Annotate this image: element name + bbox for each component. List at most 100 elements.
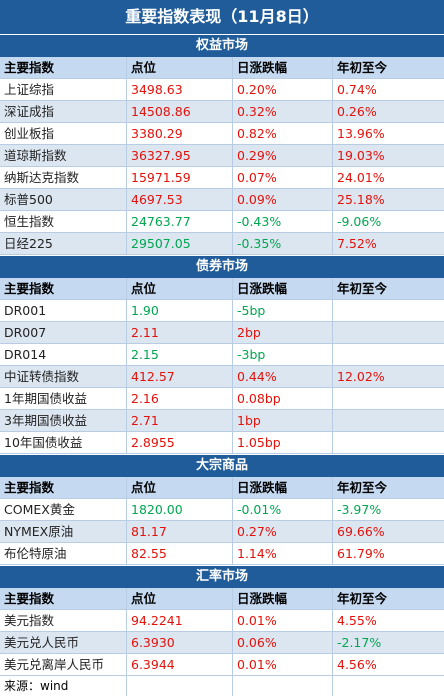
index-name: 1年期国债收益 (0, 388, 127, 410)
daily-change: 0.08bp (233, 388, 333, 410)
index-name: 3年期国债收益 (0, 410, 127, 432)
index-name: 纳斯达克指数 (0, 167, 127, 189)
section-title: 汇率市场 (0, 565, 444, 588)
table-row: 纳斯达克指数 15971.59 0.07% 24.01% (0, 167, 444, 189)
daily-change: 0.09% (233, 189, 333, 211)
report-title: 重要指数表现（11月8日） (0, 0, 444, 34)
table-row: 恒生指数 24763.77 -0.43% -9.06% (0, 211, 444, 233)
daily-change: 0.06% (233, 632, 333, 654)
table-row: 上证综指 3498.63 0.20% 0.74% (0, 79, 444, 101)
table-row: 美元兑人民币 6.3930 0.06% -2.17% (0, 632, 444, 654)
ytd-change: 61.79% (333, 543, 444, 565)
table-row: NYMEX原油 81.17 0.27% 69.66% (0, 521, 444, 543)
source-label: 来源：wind (0, 676, 127, 696)
table-row: DR007 2.11 2bp (0, 322, 444, 344)
index-value: 81.17 (127, 521, 233, 543)
table-row: 1年期国债收益 2.16 0.08bp (0, 388, 444, 410)
index-value: 2.11 (127, 322, 233, 344)
index-value: 2.16 (127, 388, 233, 410)
table-row: 日经225 29507.05 -0.35% 7.52% (0, 233, 444, 255)
column-header: 年初至今 (333, 57, 444, 79)
column-header: 日涨跌幅 (233, 477, 333, 499)
table-row: 深证成指 14508.86 0.32% 0.26% (0, 101, 444, 123)
index-value: 4697.53 (127, 189, 233, 211)
index-name: COMEX黄金 (0, 499, 127, 521)
ytd-change (333, 388, 444, 410)
index-value: 29507.05 (127, 233, 233, 255)
source-row: 来源：wind (0, 676, 444, 696)
ytd-change: 4.55% (333, 610, 444, 632)
column-header: 日涨跌幅 (233, 57, 333, 79)
index-value: 15971.59 (127, 167, 233, 189)
ytd-change (333, 300, 444, 322)
daily-change: 0.07% (233, 167, 333, 189)
daily-change: -3bp (233, 344, 333, 366)
index-value: 412.57 (127, 366, 233, 388)
index-name: 上证综指 (0, 79, 127, 101)
ytd-change: 24.01% (333, 167, 444, 189)
section-title: 大宗商品 (0, 454, 444, 477)
index-name: 日经225 (0, 233, 127, 255)
index-name: 美元指数 (0, 610, 127, 632)
ytd-change: 69.66% (333, 521, 444, 543)
section-title: 债券市场 (0, 255, 444, 278)
index-name: 美元兑离岸人民币 (0, 654, 127, 676)
daily-change: -0.35% (233, 233, 333, 255)
column-header: 点位 (127, 588, 233, 610)
ytd-change: 0.26% (333, 101, 444, 123)
ytd-change (333, 344, 444, 366)
daily-change: 0.20% (233, 79, 333, 101)
table-row: 3年期国债收益 2.71 1bp (0, 410, 444, 432)
index-value: 3498.63 (127, 79, 233, 101)
daily-change: 0.44% (233, 366, 333, 388)
column-header: 点位 (127, 57, 233, 79)
column-header: 日涨跌幅 (233, 588, 333, 610)
ytd-change: 7.52% (333, 233, 444, 255)
index-name: DR014 (0, 344, 127, 366)
section-group: 主要指数 点位 日涨跌幅 年初至今 COMEX黄金 1820.00 -0.01% -3.97%… (0, 477, 444, 565)
index-name: 创业板指 (0, 123, 127, 145)
ytd-change (333, 322, 444, 344)
index-name: 深证成指 (0, 101, 127, 123)
ytd-change (333, 410, 444, 432)
daily-change: 0.29% (233, 145, 333, 167)
column-header: 主要指数 (0, 278, 127, 300)
section-group: 主要指数 点位 日涨跌幅 年初至今 上证综指 3498.63 0.20% 0.74% 深证成指 1… (0, 57, 444, 255)
ytd-change: -3.97% (333, 499, 444, 521)
index-value: 14508.86 (127, 101, 233, 123)
index-value: 82.55 (127, 543, 233, 565)
column-header: 主要指数 (0, 57, 127, 79)
table-row: 美元指数 94.2241 0.01% 4.55% (0, 610, 444, 632)
index-name: 10年国债收益 (0, 432, 127, 454)
ytd-change: 19.03% (333, 145, 444, 167)
table-row: 中证转债指数 412.57 0.44% 12.02% (0, 366, 444, 388)
daily-change: 1.14% (233, 543, 333, 565)
table-row: DR001 1.90 -5bp (0, 300, 444, 322)
section-group: 主要指数 点位 日涨跌幅 年初至今 美元指数 94.2241 0.01% 4.55% 美元兑人民… (0, 588, 444, 676)
ytd-change: -9.06% (333, 211, 444, 233)
daily-change: -0.43% (233, 211, 333, 233)
ytd-change: 12.02% (333, 366, 444, 388)
column-header: 年初至今 (333, 278, 444, 300)
daily-change: -0.01% (233, 499, 333, 521)
daily-change: 2bp (233, 322, 333, 344)
ytd-change: 25.18% (333, 189, 444, 211)
daily-change: 0.82% (233, 123, 333, 145)
index-name: 标普500 (0, 189, 127, 211)
ytd-change: -2.17% (333, 632, 444, 654)
column-header: 主要指数 (0, 477, 127, 499)
index-name: 道琼斯指数 (0, 145, 127, 167)
table-row: 道琼斯指数 36327.95 0.29% 19.03% (0, 145, 444, 167)
table-row: 布伦特原油 82.55 1.14% 61.79% (0, 543, 444, 565)
section-title: 权益市场 (0, 34, 444, 57)
index-value: 2.8955 (127, 432, 233, 454)
index-value: 36327.95 (127, 145, 233, 167)
ytd-change: 13.96% (333, 123, 444, 145)
index-name: NYMEX原油 (0, 521, 127, 543)
column-header: 年初至今 (333, 588, 444, 610)
ytd-change: 4.56% (333, 654, 444, 676)
index-value: 6.3944 (127, 654, 233, 676)
index-name: 布伦特原油 (0, 543, 127, 565)
daily-change: 0.27% (233, 521, 333, 543)
index-value: 94.2241 (127, 610, 233, 632)
